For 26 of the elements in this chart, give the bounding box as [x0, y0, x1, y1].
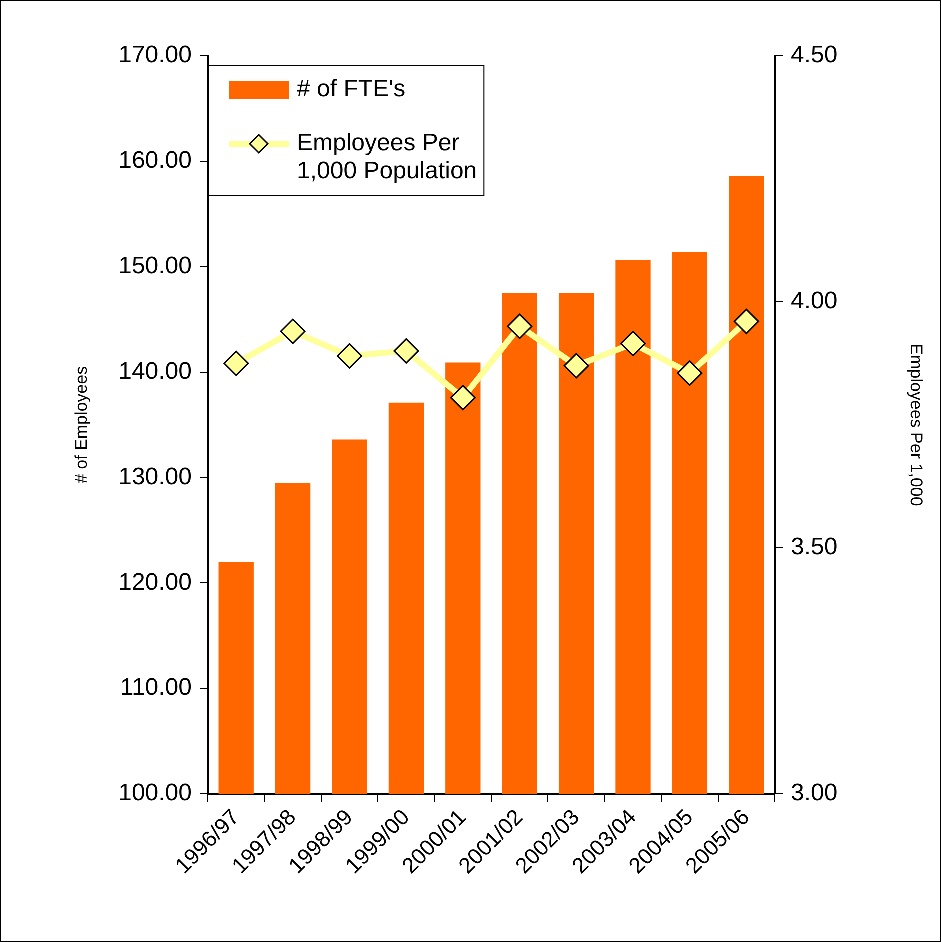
point	[224, 350, 250, 376]
y-tick-label: 120.00	[118, 568, 192, 596]
point	[677, 360, 703, 386]
point	[564, 353, 590, 379]
y-tick-label: 150.00	[118, 252, 192, 280]
y-tick-label: 130.00	[118, 463, 192, 490]
point	[450, 385, 476, 411]
point	[734, 308, 760, 334]
y-tick-label: 110.00	[120, 674, 192, 702]
y-tick-label: 170.00	[118, 42, 192, 69]
y2-tick-label: 3.50	[791, 534, 838, 561]
y2-tick-label: 4.50	[791, 42, 838, 69]
y-tick-label: 140.00	[118, 358, 192, 385]
y-tick-label: 100.00	[118, 780, 192, 807]
point	[507, 314, 533, 340]
y2-axis-title: Employees Per 1,000	[907, 344, 926, 506]
point	[620, 331, 646, 357]
point	[280, 318, 306, 344]
point	[337, 343, 362, 369]
point	[394, 338, 420, 364]
legend-label: # of FTE's	[297, 76, 406, 103]
y2-tick-label: 4.00	[791, 288, 838, 315]
y-axis-title: # of Employees	[72, 366, 91, 484]
legend-label: Employees Per 1,000 Population	[297, 130, 478, 185]
y2-tick-label: 3.00	[791, 780, 838, 807]
y-tick-label: 160.00	[118, 147, 192, 174]
